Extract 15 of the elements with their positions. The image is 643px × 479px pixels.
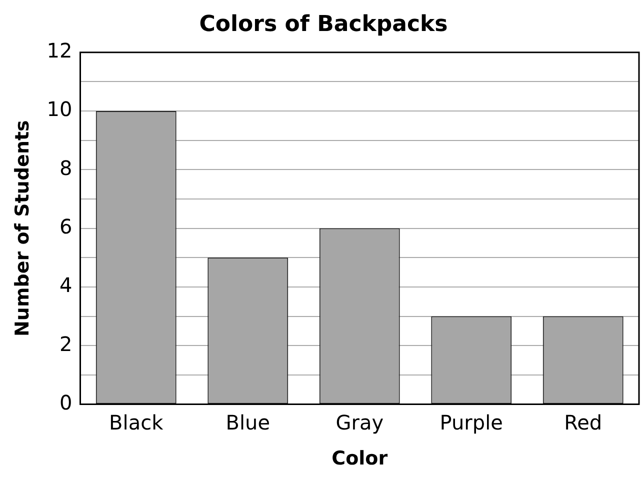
x-axis-title: Color xyxy=(332,448,388,470)
x-tick-label: Purple xyxy=(440,410,503,434)
y-tick-label: 6 xyxy=(60,214,72,239)
y-tick-label: 2 xyxy=(60,332,72,356)
x-tick-label: Gray xyxy=(336,410,384,434)
y-tick-label: 4 xyxy=(60,273,72,298)
chart-title: Colors of Backpacks xyxy=(199,12,448,37)
y-tick-label: 10 xyxy=(46,97,72,122)
y-axis-title: Number of Students xyxy=(11,120,34,336)
x-tick-label: Blue xyxy=(226,410,270,434)
y-tick-label: 0 xyxy=(60,390,72,414)
x-tick-label: Red xyxy=(564,410,602,434)
y-tick-label: 8 xyxy=(60,156,72,180)
y-tick-label: 12 xyxy=(46,38,72,63)
x-tick-label: Black xyxy=(109,410,164,434)
